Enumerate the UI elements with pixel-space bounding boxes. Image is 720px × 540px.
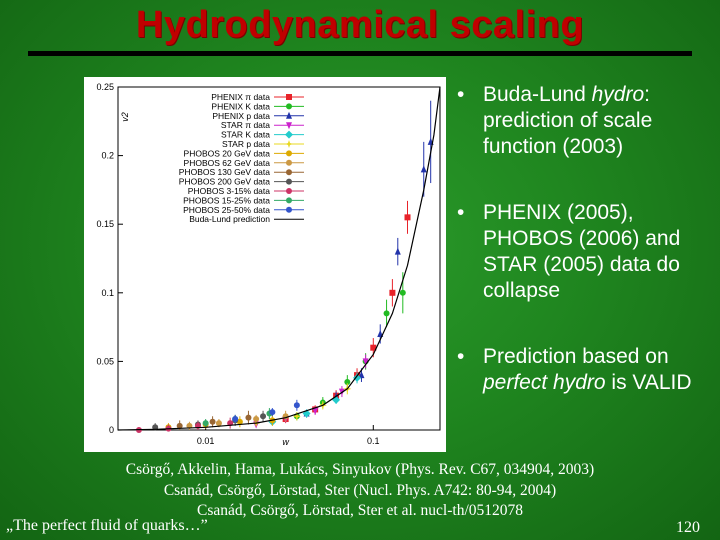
bullet-text-emphasis: hydro	[591, 83, 645, 106]
data-point	[389, 289, 396, 296]
legend-label: PHENIX p data	[212, 111, 270, 121]
title-underline	[28, 51, 692, 56]
data-point	[236, 418, 243, 425]
data-point	[394, 247, 401, 255]
legend-label: PHOBOS 25-50% data	[183, 205, 270, 215]
data-point	[370, 344, 377, 351]
data-point	[260, 413, 267, 420]
legend-label: PHOBOS 3-15% data	[188, 186, 270, 196]
slide-title: Hydrodynamical scaling	[135, 4, 585, 46]
data-point	[176, 422, 183, 429]
legend-marker	[286, 150, 292, 157]
legend-marker	[286, 197, 292, 204]
legend-marker	[286, 159, 292, 166]
bullet-text: Buda-Lund hydro: prediction of scale fun…	[483, 83, 652, 158]
legend-marker	[286, 103, 292, 110]
legend-marker	[286, 188, 292, 194]
bullet-text-part: : prediction of scale function (2003)	[483, 83, 653, 158]
data-point	[253, 416, 260, 423]
bullet-dot: •	[457, 83, 465, 106]
data-point	[312, 407, 319, 415]
data-point	[344, 378, 351, 385]
citation: Csörgő, Akkelin, Hama, Lukács, Sinyukov …	[125, 461, 595, 478]
v2-scaling-chart: 0 0.05 0.1 0.15 0.2 0.25 0.01 0.1 w v2 PHENIX π da…	[96, 82, 441, 447]
x-axis-label: w	[282, 437, 289, 447]
legend-label: PHOBOS 62 GeV data	[184, 158, 271, 168]
bullet-dot: •	[457, 201, 465, 224]
legend-label: Buda-Lund prediction	[189, 214, 270, 224]
legend-marker	[286, 111, 292, 119]
data-point	[232, 416, 239, 423]
bullet-text-part: PHENIX (2005), PHOBOS (2006) and STAR (2…	[483, 201, 681, 302]
legend-label: PHOBOS 200 GeV data	[179, 177, 270, 187]
page-number: 120	[676, 519, 700, 536]
y-tick-label: 0.2	[101, 151, 114, 161]
prediction-curve	[117, 86, 441, 431]
data-point	[404, 214, 411, 221]
data-point	[358, 371, 365, 379]
bullet-text-emphasis: perfect hydro	[483, 371, 606, 394]
data-point	[293, 402, 300, 409]
legend-label: PHOBOS 130 GeV data	[179, 167, 270, 177]
citation: Csanád, Csörgő, Lörstad, Ster et al. nuc…	[196, 502, 524, 519]
legend-label: PHENIX π data	[211, 92, 270, 102]
data-point	[383, 310, 390, 317]
bullet-text-part: is VALID	[605, 371, 692, 394]
legend-marker	[286, 169, 292, 176]
legend-label: STAR π data	[221, 120, 270, 130]
legend-marker	[286, 122, 292, 130]
y-tick-label: 0.05	[96, 356, 114, 366]
legend-marker	[286, 206, 292, 213]
data-point	[353, 373, 362, 382]
legend-label: PHOBOS 20 GeV data	[184, 148, 271, 158]
legend-label: PHENIX K data	[211, 101, 270, 111]
y-tick-label: 0.25	[96, 82, 114, 92]
chart-panel: 0 0.05 0.1 0.15 0.2 0.25 0.01 0.1 w v2 PHENIX π da…	[84, 77, 446, 452]
data-point	[362, 358, 369, 366]
x-tick-label: 0.01	[197, 436, 215, 446]
data-point	[209, 418, 216, 425]
bullet-text: Prediction based on perfect hydro is VAL…	[483, 345, 692, 394]
legend-marker	[285, 130, 293, 139]
bullet-text: PHENIX (2005), PHOBOS (2006) and STAR (2…	[483, 201, 680, 302]
citation: Csanád, Csörgő, Lörstad, Ster (Nucl. Phy…	[163, 482, 557, 499]
bullet-text-part: Prediction based on	[483, 345, 669, 368]
bullet-list: • Buda-Lund hydro: prediction of scale f…	[455, 82, 710, 436]
data-point	[202, 420, 209, 427]
legend-label: STAR K data	[221, 130, 270, 140]
legend-marker	[286, 94, 292, 100]
x-tick-label: 0.1	[367, 436, 380, 446]
data-point	[399, 289, 406, 296]
bullet-item: • Buda-Lund hydro: prediction of scale f…	[455, 82, 710, 160]
footer-tagline: „The perfect fluid of quarks…”	[6, 517, 208, 534]
y-tick-label: 0	[109, 425, 114, 435]
data-point	[215, 420, 222, 427]
bullet-dot: •	[457, 345, 465, 368]
y-tick-label: 0.15	[96, 219, 114, 229]
bullet-item: • Prediction based on perfect hydro is V…	[455, 344, 710, 396]
y-axis-label: v2	[120, 112, 130, 122]
legend-marker	[286, 178, 292, 185]
data-point	[420, 165, 427, 173]
plot-frame	[117, 86, 441, 431]
legend-marker	[285, 140, 293, 148]
legend-label: STAR p data	[222, 139, 270, 149]
data-point	[269, 409, 276, 416]
legend-label: PHOBOS 15-25% data	[183, 195, 270, 205]
bullet-text-part: Buda-Lund	[483, 83, 592, 106]
data-point	[245, 414, 252, 421]
y-tick-label: 0.1	[101, 288, 114, 298]
data-point	[292, 412, 301, 421]
bullet-item: • PHENIX (2005), PHOBOS (2006) and STAR …	[455, 200, 710, 304]
